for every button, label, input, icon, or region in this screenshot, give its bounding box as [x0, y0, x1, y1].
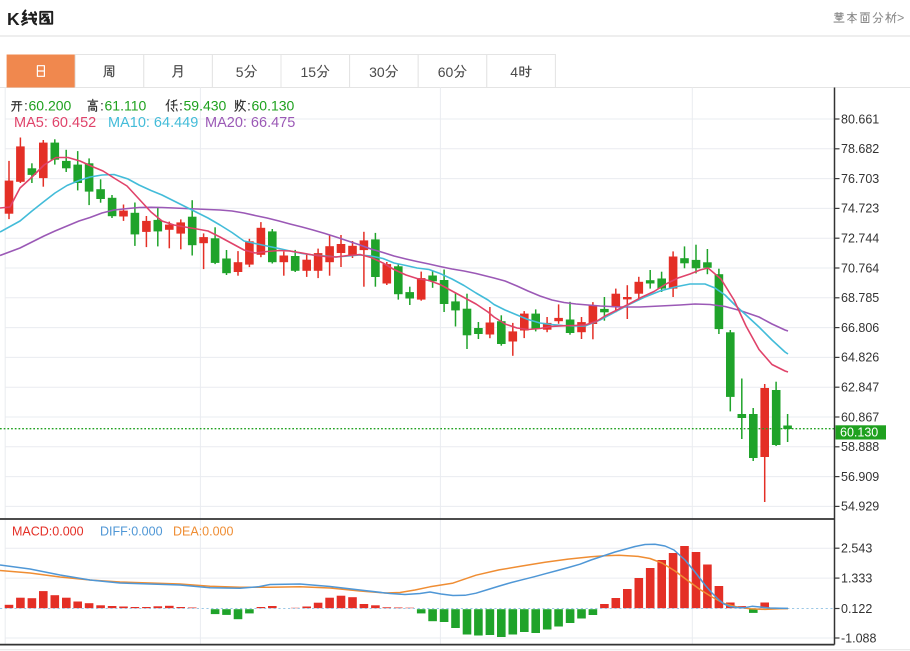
svg-text:68.785: 68.785: [841, 291, 879, 305]
svg-text:56.909: 56.909: [841, 470, 879, 484]
svg-text:58.888: 58.888: [841, 440, 879, 454]
svg-text:MA10: 64.449: MA10: 64.449: [108, 115, 198, 131]
svg-text:60.867: 60.867: [841, 410, 879, 424]
svg-text::: :: [179, 98, 183, 114]
svg-text:>: >: [897, 11, 904, 25]
svg-text:60.200: 60.200: [29, 98, 72, 114]
svg-text:64.826: 64.826: [841, 351, 879, 365]
svg-text::: :: [100, 98, 104, 114]
svg-text::: :: [24, 98, 28, 114]
svg-text:80.661: 80.661: [841, 112, 879, 126]
svg-text:-1.088: -1.088: [841, 631, 876, 645]
svg-text:74.723: 74.723: [841, 202, 879, 216]
svg-text:0.122: 0.122: [841, 602, 872, 616]
svg-text:59.430: 59.430: [184, 98, 227, 114]
svg-text:DIFF:0.000: DIFF:0.000: [100, 525, 163, 539]
svg-text:61.110: 61.110: [105, 98, 147, 114]
svg-text:2.543: 2.543: [841, 542, 872, 556]
svg-text:15: 15: [301, 64, 317, 80]
svg-text:54.929: 54.929: [841, 500, 879, 514]
svg-text:60.130: 60.130: [252, 98, 295, 114]
svg-text:5: 5: [236, 64, 244, 80]
svg-text:62.847: 62.847: [841, 381, 879, 395]
svg-text::: :: [247, 98, 251, 114]
svg-text:K: K: [7, 9, 20, 29]
svg-text:1.333: 1.333: [841, 571, 872, 585]
svg-text:MA5: 60.452: MA5: 60.452: [14, 115, 96, 131]
svg-text:72.744: 72.744: [841, 232, 879, 246]
svg-text:70.764: 70.764: [841, 261, 879, 275]
svg-text:76.703: 76.703: [841, 172, 879, 186]
svg-text:78.682: 78.682: [841, 142, 879, 156]
svg-text:30: 30: [369, 64, 385, 80]
svg-text:60.130: 60.130: [840, 426, 878, 440]
svg-text:MA20: 66.475: MA20: 66.475: [205, 115, 295, 131]
svg-text:4: 4: [510, 64, 518, 80]
svg-text:DEA:0.000: DEA:0.000: [173, 525, 234, 539]
svg-text:MACD:0.000: MACD:0.000: [12, 525, 84, 539]
svg-text:60: 60: [438, 64, 454, 80]
svg-text:66.806: 66.806: [841, 321, 879, 335]
